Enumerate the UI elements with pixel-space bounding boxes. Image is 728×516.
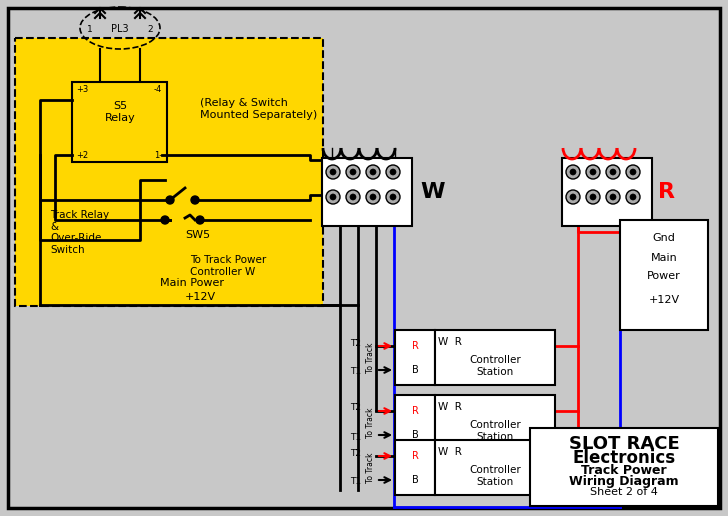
Text: To Track: To Track [366, 343, 375, 373]
Text: Controller
Station: Controller Station [469, 355, 521, 377]
Circle shape [386, 165, 400, 179]
Text: +2: +2 [76, 151, 88, 159]
Circle shape [570, 169, 576, 175]
Text: (Relay & Switch
Mounted Separately): (Relay & Switch Mounted Separately) [200, 98, 317, 120]
Text: -4: -4 [154, 86, 162, 94]
Text: Power: Power [647, 271, 681, 281]
Text: 1: 1 [87, 24, 93, 34]
Text: Track Relay
&
Over-Ride
Switch: Track Relay & Over-Ride Switch [50, 210, 109, 255]
Text: Controller
Station: Controller Station [469, 420, 521, 442]
Circle shape [330, 169, 336, 175]
Text: PL3: PL3 [111, 24, 129, 34]
Circle shape [610, 194, 616, 200]
Text: Main: Main [651, 253, 677, 263]
Circle shape [606, 165, 620, 179]
Bar [435, 440, 555, 495]
Bar [72, 82, 167, 162]
Text: T1: T1 [350, 432, 361, 442]
Text: R: R [411, 406, 419, 416]
Text: W: W [420, 182, 445, 202]
Text: 2: 2 [147, 24, 153, 34]
Circle shape [330, 194, 336, 200]
Text: S5
Relay: S5 Relay [105, 101, 135, 123]
Text: B: B [411, 365, 419, 375]
Bar [435, 395, 555, 450]
Text: SLOT RACE: SLOT RACE [569, 435, 679, 453]
Circle shape [346, 165, 360, 179]
Circle shape [161, 216, 169, 224]
Circle shape [610, 169, 616, 175]
Circle shape [586, 190, 600, 204]
Circle shape [370, 169, 376, 175]
Circle shape [566, 165, 580, 179]
Circle shape [196, 216, 204, 224]
Text: Track Power: Track Power [581, 463, 667, 476]
Text: R: R [658, 182, 675, 202]
Text: Electronics: Electronics [572, 449, 676, 467]
Text: R: R [411, 341, 419, 351]
Circle shape [370, 194, 376, 200]
Circle shape [630, 194, 636, 200]
Bar [322, 158, 412, 226]
Bar [620, 220, 708, 330]
Circle shape [630, 169, 636, 175]
Text: To Track Power
Controller W: To Track Power Controller W [190, 255, 266, 277]
Text: W  R: W R [438, 402, 462, 412]
Text: Wiring Diagram: Wiring Diagram [569, 475, 678, 488]
Circle shape [606, 190, 620, 204]
Text: T2: T2 [350, 404, 361, 412]
Circle shape [386, 190, 400, 204]
Circle shape [566, 190, 580, 204]
Circle shape [326, 190, 340, 204]
Bar [562, 158, 652, 226]
Text: W  R: W R [438, 447, 462, 457]
Text: W  R: W R [438, 337, 462, 347]
Text: Controller
Station: Controller Station [469, 465, 521, 487]
Circle shape [590, 169, 596, 175]
Bar [395, 440, 435, 495]
Circle shape [326, 165, 340, 179]
Text: 1-: 1- [154, 151, 162, 159]
Text: To Track: To Track [366, 453, 375, 483]
Circle shape [166, 196, 174, 204]
Bar [435, 330, 555, 385]
Circle shape [366, 165, 380, 179]
Bar [15, 38, 323, 306]
Text: +12V: +12V [649, 295, 679, 305]
Circle shape [346, 190, 360, 204]
Circle shape [191, 196, 199, 204]
Bar [530, 428, 718, 506]
Circle shape [390, 194, 396, 200]
Circle shape [626, 190, 640, 204]
Text: T2: T2 [350, 338, 361, 347]
Bar [395, 395, 435, 450]
Text: Sheet 2 of 4: Sheet 2 of 4 [590, 487, 658, 497]
Text: T1: T1 [350, 367, 361, 377]
Text: T1: T1 [350, 477, 361, 487]
Text: +3: +3 [76, 86, 88, 94]
Text: B: B [411, 475, 419, 485]
Circle shape [626, 165, 640, 179]
Text: B: B [411, 430, 419, 440]
Text: T2: T2 [350, 448, 361, 458]
Text: Main Power: Main Power [160, 278, 224, 288]
Bar [395, 330, 435, 385]
Text: R: R [411, 451, 419, 461]
Text: To Track: To Track [366, 408, 375, 438]
Circle shape [366, 190, 380, 204]
Circle shape [390, 169, 396, 175]
Text: Gnd: Gnd [652, 233, 676, 243]
Text: SW5: SW5 [185, 230, 210, 240]
Circle shape [590, 194, 596, 200]
Circle shape [350, 194, 356, 200]
Circle shape [350, 169, 356, 175]
Text: +12V: +12V [185, 292, 216, 302]
Circle shape [586, 165, 600, 179]
Circle shape [570, 194, 576, 200]
